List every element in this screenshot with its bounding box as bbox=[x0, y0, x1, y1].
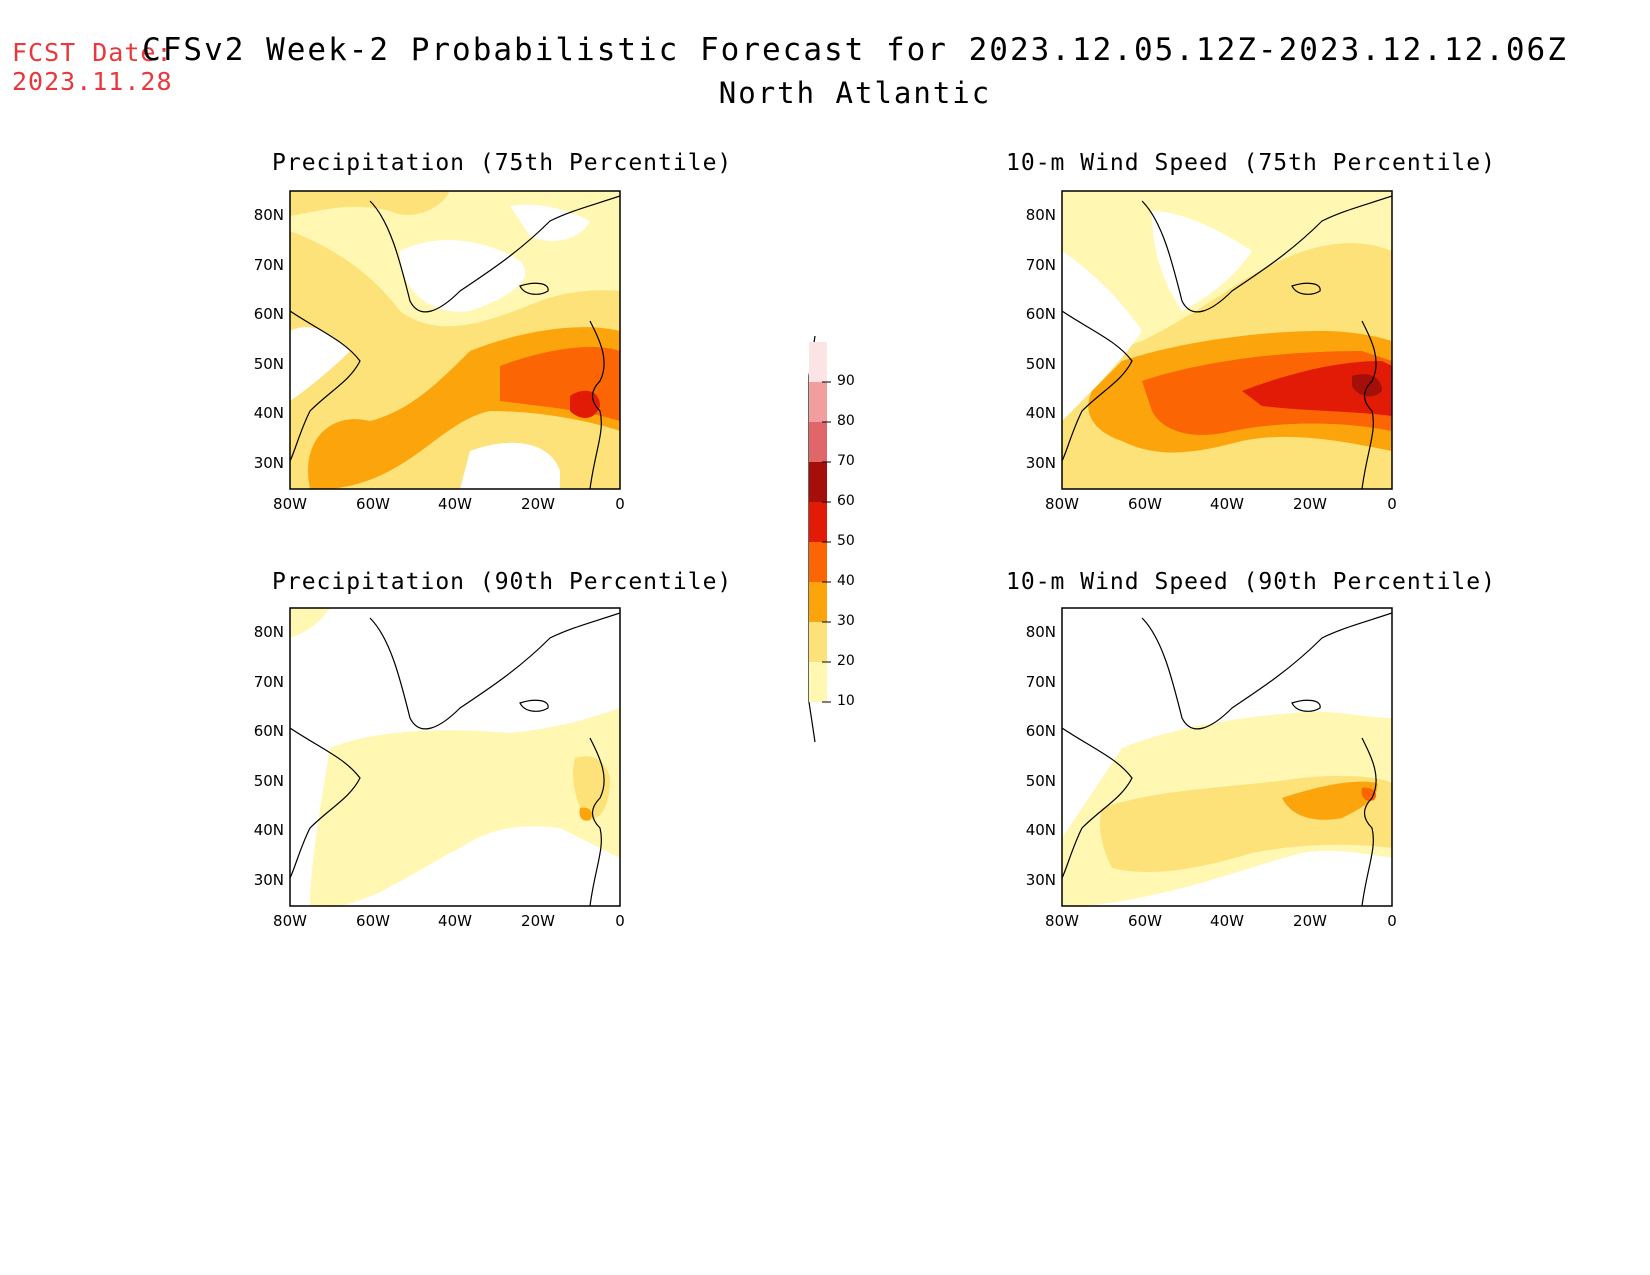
lon-tick-label: 20W bbox=[521, 912, 555, 930]
lat-tick-label: 70N bbox=[1026, 673, 1056, 691]
panel-title-wind75: 10-m Wind Speed (75th Percentile) bbox=[1006, 150, 1496, 176]
colorbar-label: 40 bbox=[837, 573, 855, 589]
lat-tick-label: 70N bbox=[254, 673, 284, 691]
map-precip90: 80N 70N 60N 50N 40N 30N 80W 60W 40W 20W … bbox=[254, 607, 625, 930]
lon-tick-label: 60W bbox=[356, 912, 390, 930]
lon-tick-label: 40W bbox=[438, 495, 472, 513]
lon-tick-label: 40W bbox=[438, 912, 472, 930]
colorbar-label: 70 bbox=[837, 453, 855, 469]
lat-tick-label: 50N bbox=[1026, 355, 1056, 373]
lat-tick-label: 50N bbox=[1026, 772, 1056, 790]
lat-tick-label: 60N bbox=[1026, 305, 1056, 323]
lat-tick-label: 80N bbox=[254, 623, 284, 641]
lat-tick-label: 30N bbox=[254, 454, 284, 472]
map-precip75: 80N 70N 60N 50N 40N 30N 80W 60W 40W 20W … bbox=[254, 190, 625, 513]
lat-tick-label: 40N bbox=[1026, 404, 1056, 422]
panel-title-precip90: Precipitation (90th Percentile) bbox=[272, 569, 733, 595]
lat-tick-label: 60N bbox=[254, 305, 284, 323]
lat-tick-label: 70N bbox=[1026, 256, 1056, 274]
region-subtitle: North Atlantic bbox=[718, 76, 992, 110]
lon-tick-label: 40W bbox=[1210, 912, 1244, 930]
lon-tick-label: 60W bbox=[1128, 912, 1162, 930]
colorbar-label: 20 bbox=[837, 653, 855, 669]
lat-tick-label: 30N bbox=[254, 871, 284, 889]
lat-tick-label: 40N bbox=[1026, 821, 1056, 839]
colorbar-swatch bbox=[809, 502, 827, 542]
panel-title-precip75: Precipitation (75th Percentile) bbox=[272, 150, 733, 176]
colorbar-swatch bbox=[809, 542, 827, 582]
lon-tick-label: 60W bbox=[1128, 495, 1162, 513]
lat-tick-label: 40N bbox=[254, 821, 284, 839]
colorbar-swatch bbox=[809, 422, 827, 462]
colorbar-label: 10 bbox=[837, 693, 855, 709]
lat-tick-label: 50N bbox=[254, 772, 284, 790]
map-wind75: 80N 70N 60N 50N 40N 30N 80W 60W 40W 20W … bbox=[1026, 190, 1397, 513]
colorbar: 10 20 30 40 50 60 70 80 90 bbox=[808, 335, 855, 743]
lon-tick-label: 0 bbox=[1387, 495, 1397, 513]
lon-tick-label: 0 bbox=[1387, 912, 1397, 930]
lat-tick-label: 30N bbox=[1026, 871, 1056, 889]
lon-tick-label: 80W bbox=[1045, 495, 1079, 513]
colorbar-label: 60 bbox=[837, 493, 855, 509]
lon-tick-label: 40W bbox=[1210, 495, 1244, 513]
panel-title-wind90: 10-m Wind Speed (90th Percentile) bbox=[1006, 569, 1496, 595]
lat-tick-label: 30N bbox=[1026, 454, 1056, 472]
lon-tick-label: 80W bbox=[273, 912, 307, 930]
colorbar-swatch bbox=[809, 382, 827, 422]
lon-tick-label: 20W bbox=[1293, 912, 1327, 930]
lat-tick-label: 80N bbox=[1026, 206, 1056, 224]
forecast-date-value: 2023.11.28 bbox=[12, 67, 173, 96]
lat-tick-label: 80N bbox=[1026, 623, 1056, 641]
lat-tick-label: 40N bbox=[254, 404, 284, 422]
lat-tick-label: 60N bbox=[254, 722, 284, 740]
lon-tick-label: 80W bbox=[1045, 912, 1079, 930]
map-wind90: 80N 70N 60N 50N 40N 30N 80W 60W 40W 20W … bbox=[1026, 607, 1397, 930]
lon-tick-label: 0 bbox=[615, 912, 625, 930]
colorbar-label: 80 bbox=[837, 413, 855, 429]
colorbar-label: 50 bbox=[837, 533, 855, 549]
colorbar-label: 30 bbox=[837, 613, 855, 629]
page-title: CFSv2 Week-2 Probabilistic Forecast for … bbox=[142, 32, 1568, 68]
lon-tick-label: 20W bbox=[1293, 495, 1327, 513]
colorbar-swatch bbox=[809, 462, 827, 502]
lat-tick-label: 60N bbox=[1026, 722, 1056, 740]
colorbar-label: 90 bbox=[837, 373, 855, 389]
forecast-date-label: FCST Date: bbox=[12, 38, 173, 67]
colorbar-swatch bbox=[809, 622, 827, 662]
colorbar-swatch bbox=[809, 662, 827, 702]
forecast-date-block: FCST Date: 2023.11.28 bbox=[12, 38, 173, 96]
lon-tick-label: 0 bbox=[615, 495, 625, 513]
lat-tick-label: 70N bbox=[254, 256, 284, 274]
colorbar-swatch bbox=[809, 582, 827, 622]
lat-tick-label: 80N bbox=[254, 206, 284, 224]
lat-tick-label: 50N bbox=[254, 355, 284, 373]
lon-tick-label: 80W bbox=[273, 495, 307, 513]
lon-tick-label: 60W bbox=[356, 495, 390, 513]
lon-tick-label: 20W bbox=[521, 495, 555, 513]
colorbar-swatch bbox=[809, 342, 827, 382]
